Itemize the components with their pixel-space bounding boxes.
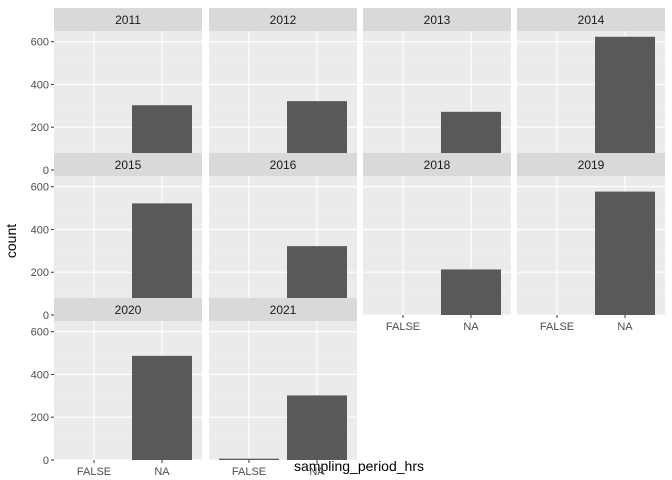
x-axis-title: sampling_period_hrs (294, 458, 424, 474)
facet-strip-label: 2016 (270, 158, 297, 172)
x-tick-label: FALSE (77, 466, 111, 478)
y-tick-label: 400 (31, 224, 49, 236)
x-tick-label: FALSE (232, 466, 266, 478)
x-tick-label: NA (154, 466, 170, 478)
bar-2018-NA (441, 269, 501, 315)
facet-strip (54, 8, 202, 31)
facet-strip-label: 2019 (578, 158, 605, 172)
y-tick-label: 200 (31, 122, 49, 134)
bar-2021-FALSE (219, 458, 279, 460)
facet-strip-label: 2013 (424, 13, 451, 27)
facet-strip-label: 2011 (115, 13, 141, 27)
bar-2020-NA (132, 355, 192, 460)
y-tick-label: 0 (43, 165, 49, 177)
facet-strip (363, 8, 511, 31)
facet-strip (363, 153, 511, 176)
y-tick-label: 200 (31, 412, 49, 424)
facet-strip-label: 2014 (578, 13, 605, 27)
y-tick-label: 600 (31, 327, 49, 339)
x-tick-label: NA (463, 321, 479, 333)
facet-strip (517, 153, 665, 176)
facet-strip-label: 2021 (270, 303, 297, 317)
facet-strip-label: 2015 (115, 158, 142, 172)
facet-strip-label: 2018 (424, 158, 451, 172)
y-tick-label: 400 (31, 369, 49, 381)
bar-2021-NA (287, 395, 347, 460)
facet-strip (54, 153, 202, 176)
x-tick-label: FALSE (540, 321, 574, 333)
y-axis-title: count (3, 224, 19, 258)
y-tick-label: 600 (31, 37, 49, 49)
y-tick-label: 600 (31, 182, 49, 194)
facet-strip (209, 8, 357, 31)
facet-strip (209, 298, 357, 321)
facet-strip-label: 2012 (270, 13, 297, 27)
facet-strip (54, 298, 202, 321)
y-tick-label: 400 (31, 79, 49, 91)
y-tick-label: 0 (43, 455, 49, 467)
x-tick-label: FALSE (386, 321, 420, 333)
bar-2015-NA (132, 203, 192, 315)
y-tick-label: 200 (31, 267, 49, 279)
bar-2019-NA (595, 191, 655, 315)
facet-strip (517, 8, 665, 31)
x-tick-label: NA (309, 466, 325, 478)
y-tick-label: 0 (43, 310, 49, 322)
x-tick-label: NA (617, 321, 633, 333)
bar-2014-NA (595, 36, 655, 170)
facet-strip-label: 2020 (115, 303, 142, 317)
facet-strip (209, 153, 357, 176)
